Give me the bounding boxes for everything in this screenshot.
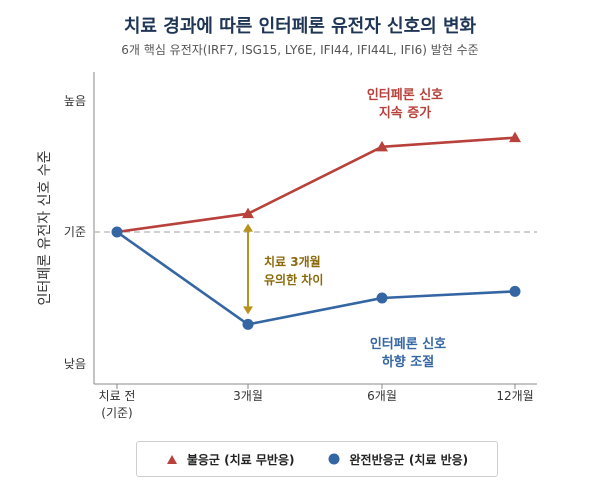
annotation-increase: 지속 증가	[379, 106, 431, 121]
legend-label-nonresponder: 불응군 (치료 무반응)	[186, 452, 295, 467]
annotation-significant-difference: 치료 3개월	[264, 254, 321, 269]
y-tick-label: 낮음	[64, 357, 86, 371]
start-point	[111, 226, 123, 238]
triangle-point	[509, 131, 521, 143]
x-tick-label: 6개월	[367, 389, 397, 403]
y-axis-label: 인터페론 유전자 신호 수준	[37, 150, 53, 305]
arrow-head-down	[243, 306, 253, 315]
circle-point	[376, 292, 388, 304]
annotation-downregulation: 인터페론 신호	[370, 336, 446, 352]
x-tick-label: (기준)	[101, 406, 132, 420]
circle-point	[242, 318, 254, 330]
circle-marker-icon	[328, 453, 340, 465]
legend-label-responder: 완전반응군 (치료 반응)	[349, 452, 469, 467]
triangle-marker-icon	[166, 454, 177, 464]
x-tick-label: 3개월	[233, 389, 263, 403]
legend-item-responder: 완전반응군 (치료 반응)	[328, 451, 468, 468]
arrow-head-up	[243, 223, 253, 232]
legend: 불응군 (치료 무반응) 완전반응군 (치료 반응)	[136, 441, 498, 477]
annotation-downregulation: 하향 조절	[382, 354, 434, 370]
legend-item-nonresponder: 불응군 (치료 무반응)	[166, 451, 295, 468]
series-line-1	[116, 230, 516, 326]
annotation-increase: 인터페론 신호	[367, 87, 443, 103]
chart-title: 치료 경과에 따른 인터페론 유전자 신호의 변화	[123, 16, 477, 37]
series-line-0	[116, 136, 516, 234]
triangle-point	[376, 140, 388, 152]
annotation-significant-difference: 유의한 차이	[264, 272, 323, 287]
circle-point	[509, 285, 521, 297]
y-tick-label: 기준	[64, 225, 86, 239]
x-tick-label: 치료 전	[99, 389, 136, 403]
triangle-point	[242, 207, 254, 219]
y-tick-label: 높음	[64, 94, 86, 108]
x-tick-label: 12개월	[496, 389, 533, 403]
chart-subtitle: 6개 핵심 유전자(IRF7, ISG15, LY6E, IFI44, IFI4…	[121, 43, 479, 57]
